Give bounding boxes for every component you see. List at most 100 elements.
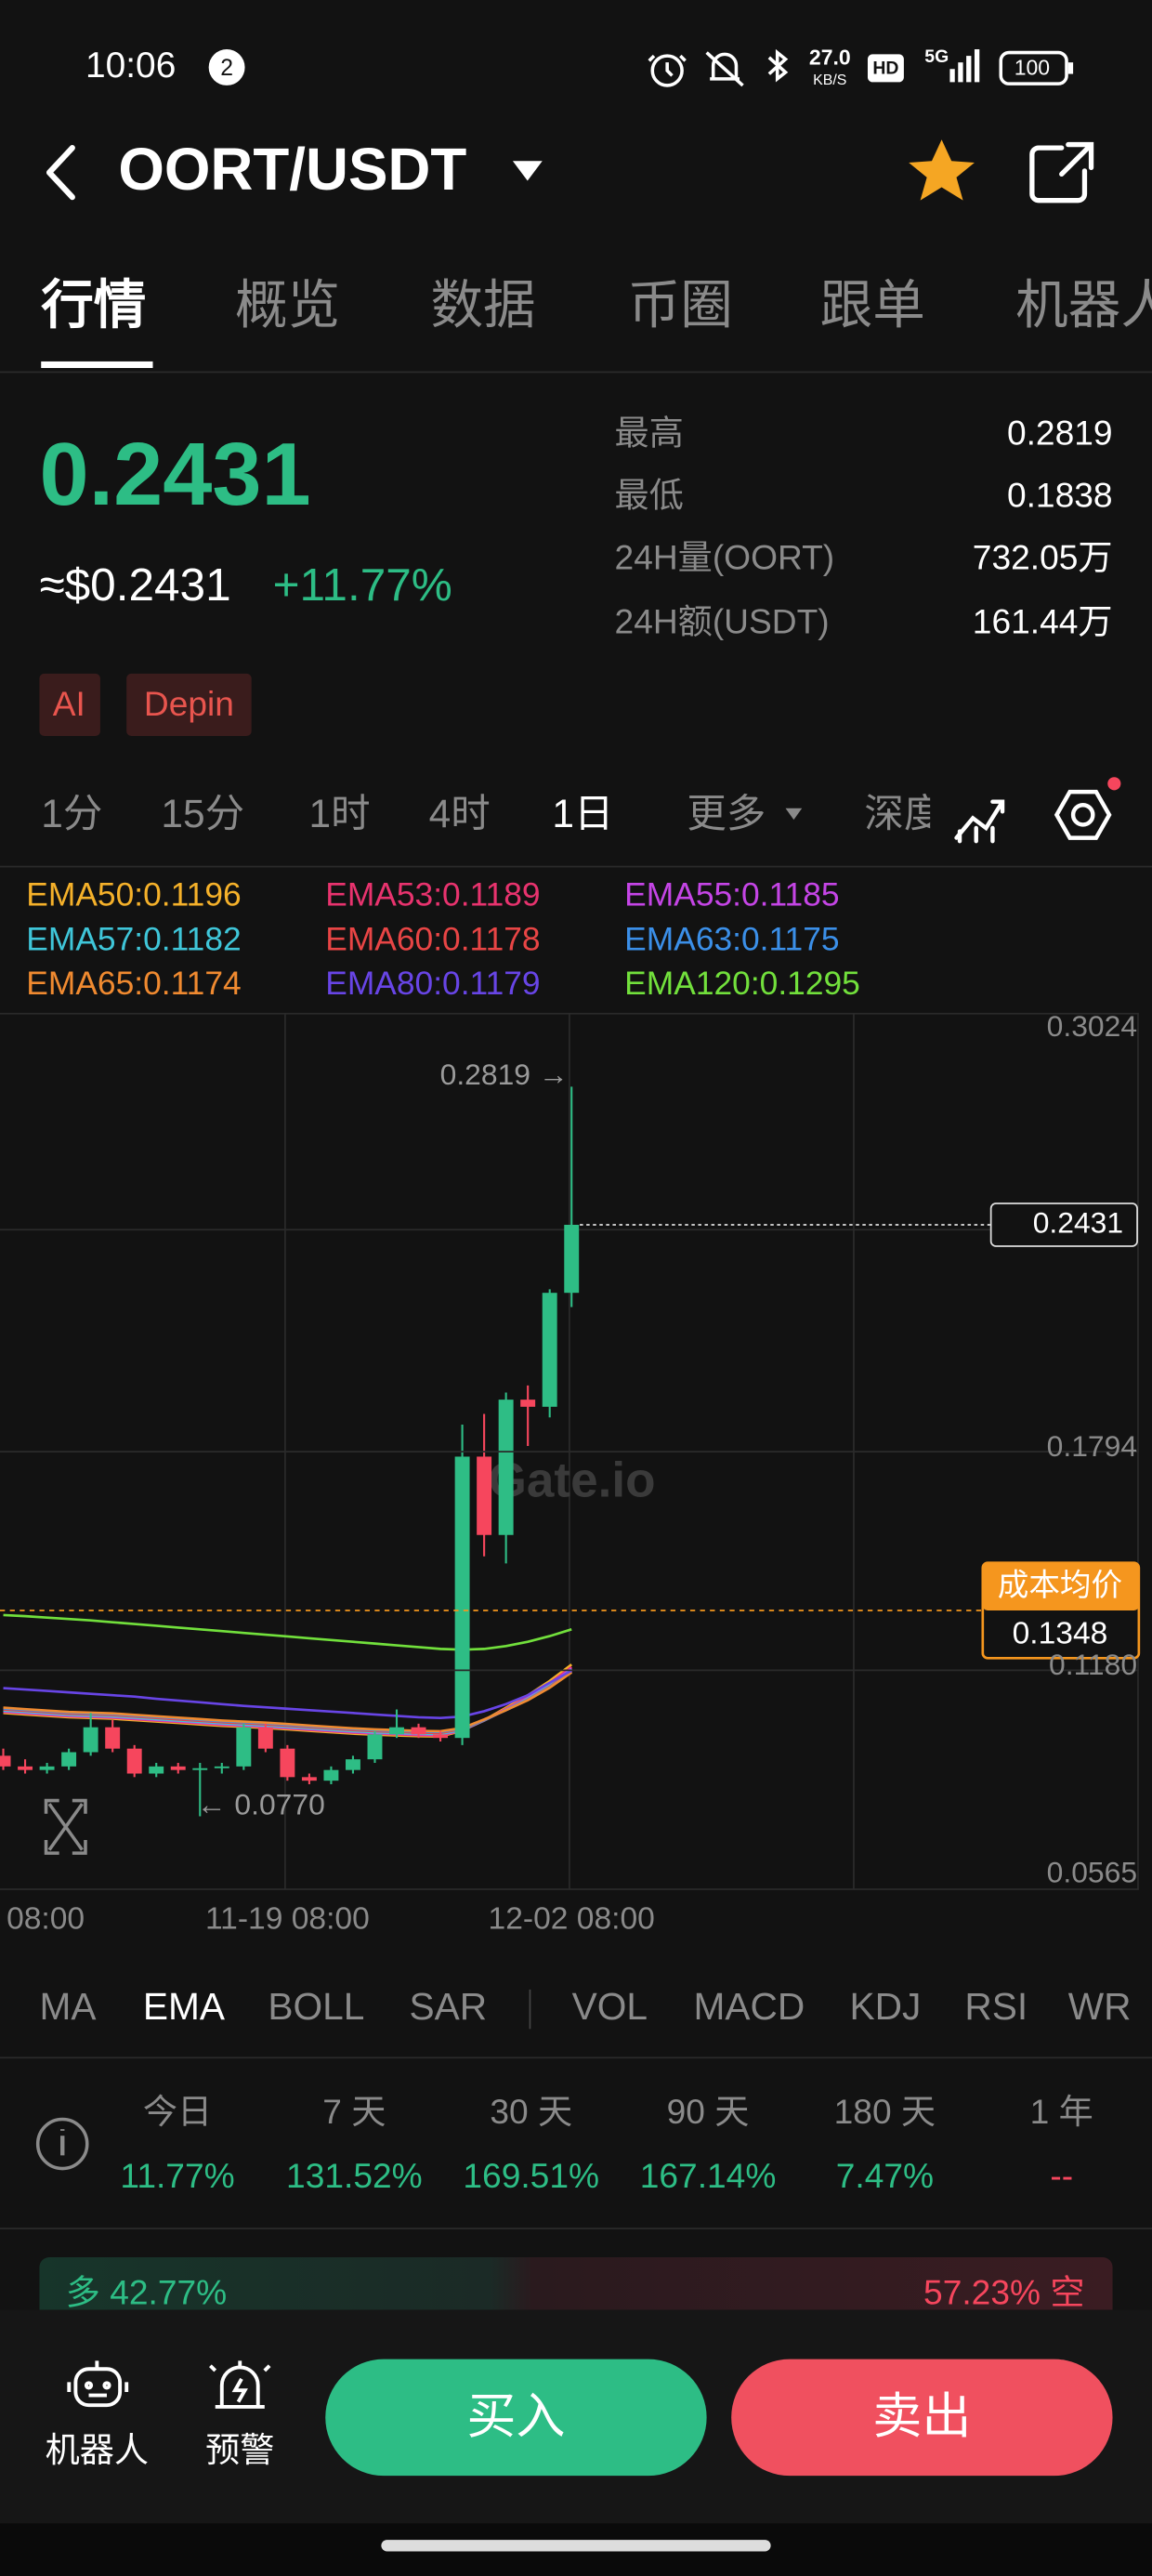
buy-button[interactable]	[325, 2359, 707, 2477]
battery-tip	[1067, 62, 1074, 74]
candle-body	[192, 1768, 208, 1770]
period-change: 169.51%	[463, 2156, 599, 2195]
candle-body	[346, 1759, 360, 1770]
indicator[interactable]: EMA	[143, 1985, 226, 2028]
indicator[interactable]: VOL	[572, 1985, 648, 2028]
battery	[999, 50, 1068, 85]
tab[interactable]: 行情	[41, 275, 146, 334]
candle-body	[236, 1727, 252, 1767]
y-tick-label: 0.1794	[1047, 1429, 1137, 1463]
candle-body	[520, 1400, 536, 1407]
last-price: 0.2431	[39, 426, 310, 524]
hd-label: HD	[872, 58, 898, 78]
ema-line	[3, 1669, 572, 1720]
share-button[interactable]	[1029, 141, 1094, 204]
period-change: 131.52%	[286, 2156, 423, 2195]
info-icon[interactable]	[35, 2117, 89, 2171]
alert-icon[interactable]	[209, 2360, 271, 2409]
pair-title[interactable]: OORT/USDT	[118, 137, 466, 203]
network-label: 5G	[924, 46, 949, 67]
interval[interactable]: 1日	[552, 792, 613, 835]
ema-line	[3, 1671, 572, 1733]
settings-icon[interactable]	[1054, 789, 1112, 840]
tab[interactable]: 数据	[430, 275, 535, 334]
candle-body	[39, 1766, 55, 1770]
period-change: --	[1050, 2156, 1073, 2195]
legend-entry: EMA65:0.1174	[26, 966, 241, 1002]
candle-body	[126, 1748, 142, 1774]
sentiment-bar	[39, 2257, 1113, 2310]
tag[interactable]	[126, 673, 252, 736]
period-label: 7 天	[322, 2092, 386, 2131]
indicator[interactable]: SAR	[409, 1985, 487, 2028]
tab[interactable]: 跟单	[820, 275, 925, 334]
sell-label[interactable]: 卖出	[872, 2389, 971, 2444]
tag-label[interactable]: AI	[53, 684, 85, 723]
stat-value: 161.44万	[973, 602, 1113, 641]
pair-dropdown[interactable]	[512, 161, 543, 181]
legend-entry: EMA60:0.1178	[325, 921, 540, 957]
stat-label: 最低	[615, 475, 684, 514]
tab[interactable]: 概览	[235, 275, 340, 334]
period-label: 180 天	[834, 2092, 936, 2131]
y-tick-label: 0.1180	[1049, 1648, 1137, 1681]
interval[interactable]: 深度	[864, 792, 943, 835]
usd-price: ≈$0.2431	[39, 559, 230, 611]
status-time: 10:06	[85, 46, 176, 85]
last-price-box	[989, 1203, 1138, 1247]
alert-label[interactable]: 预警	[205, 2430, 274, 2469]
tab-indicator	[41, 361, 153, 368]
interval[interactable]: 1时	[309, 792, 371, 835]
legend-entry: EMA53:0.1189	[325, 877, 540, 913]
buy-label[interactable]: 买入	[466, 2389, 565, 2444]
robot-label[interactable]: 机器人	[46, 2430, 149, 2469]
x-tick-label: 08:00	[7, 1902, 85, 1937]
back-button[interactable]	[46, 145, 75, 201]
period-label: 30 天	[490, 2092, 572, 2131]
badge-count: 2	[220, 56, 233, 81]
interval[interactable]: 4时	[429, 792, 491, 835]
high-annotation: 0.2819 →	[440, 1058, 569, 1091]
hd-icon	[867, 54, 904, 83]
stat-label: 24H量(OORT)	[615, 538, 835, 577]
tab[interactable]: 币圈	[628, 275, 733, 334]
candle-body	[477, 1456, 492, 1535]
tab[interactable]: 机器人	[1015, 275, 1152, 334]
sell-button[interactable]	[731, 2359, 1113, 2477]
legend-entry: EMA50:0.1196	[26, 877, 241, 913]
more-arrow[interactable]	[785, 808, 803, 821]
legend-entry: EMA63:0.1175	[624, 921, 839, 957]
indicator[interactable]: MA	[39, 1985, 97, 2028]
indicator[interactable]: MACD	[693, 1985, 805, 2028]
period-change: 167.14%	[640, 2156, 777, 2195]
divider	[0, 865, 1152, 868]
watermark: Gate.io	[489, 1452, 656, 1507]
candle-body	[433, 1734, 449, 1739]
candle-body	[257, 1727, 273, 1749]
favorite-star[interactable]	[909, 139, 975, 201]
interval[interactable]: 15分	[161, 792, 244, 835]
interval[interactable]: 更多	[687, 792, 766, 835]
x-tick-label: 12-02 08:00	[489, 1902, 655, 1937]
candle-body	[105, 1727, 121, 1749]
period-label: 1 年	[1030, 2092, 1093, 2131]
stat-value: 0.1838	[1007, 475, 1113, 514]
notification-badge	[208, 49, 245, 85]
candle-body	[301, 1777, 317, 1781]
tag-label[interactable]: Depin	[144, 684, 234, 723]
indicator[interactable]: KDJ	[850, 1985, 922, 2028]
indicator[interactable]: BOLL	[268, 1985, 364, 2028]
interval[interactable]: 1分	[41, 792, 102, 835]
period-label: 今日	[143, 2092, 212, 2131]
robot-icon[interactable]	[67, 2360, 129, 2408]
indicator[interactable]: RSI	[964, 1985, 1028, 2028]
indicator[interactable]: WR	[1068, 1985, 1132, 2028]
draw-tool-icon[interactable]	[954, 799, 1005, 844]
fullscreen-icon[interactable]	[44, 1798, 87, 1855]
tag[interactable]	[39, 673, 100, 736]
home-indicator[interactable]	[381, 2540, 771, 2552]
candle-body	[389, 1727, 404, 1735]
period-change: 11.77%	[120, 2156, 234, 2195]
